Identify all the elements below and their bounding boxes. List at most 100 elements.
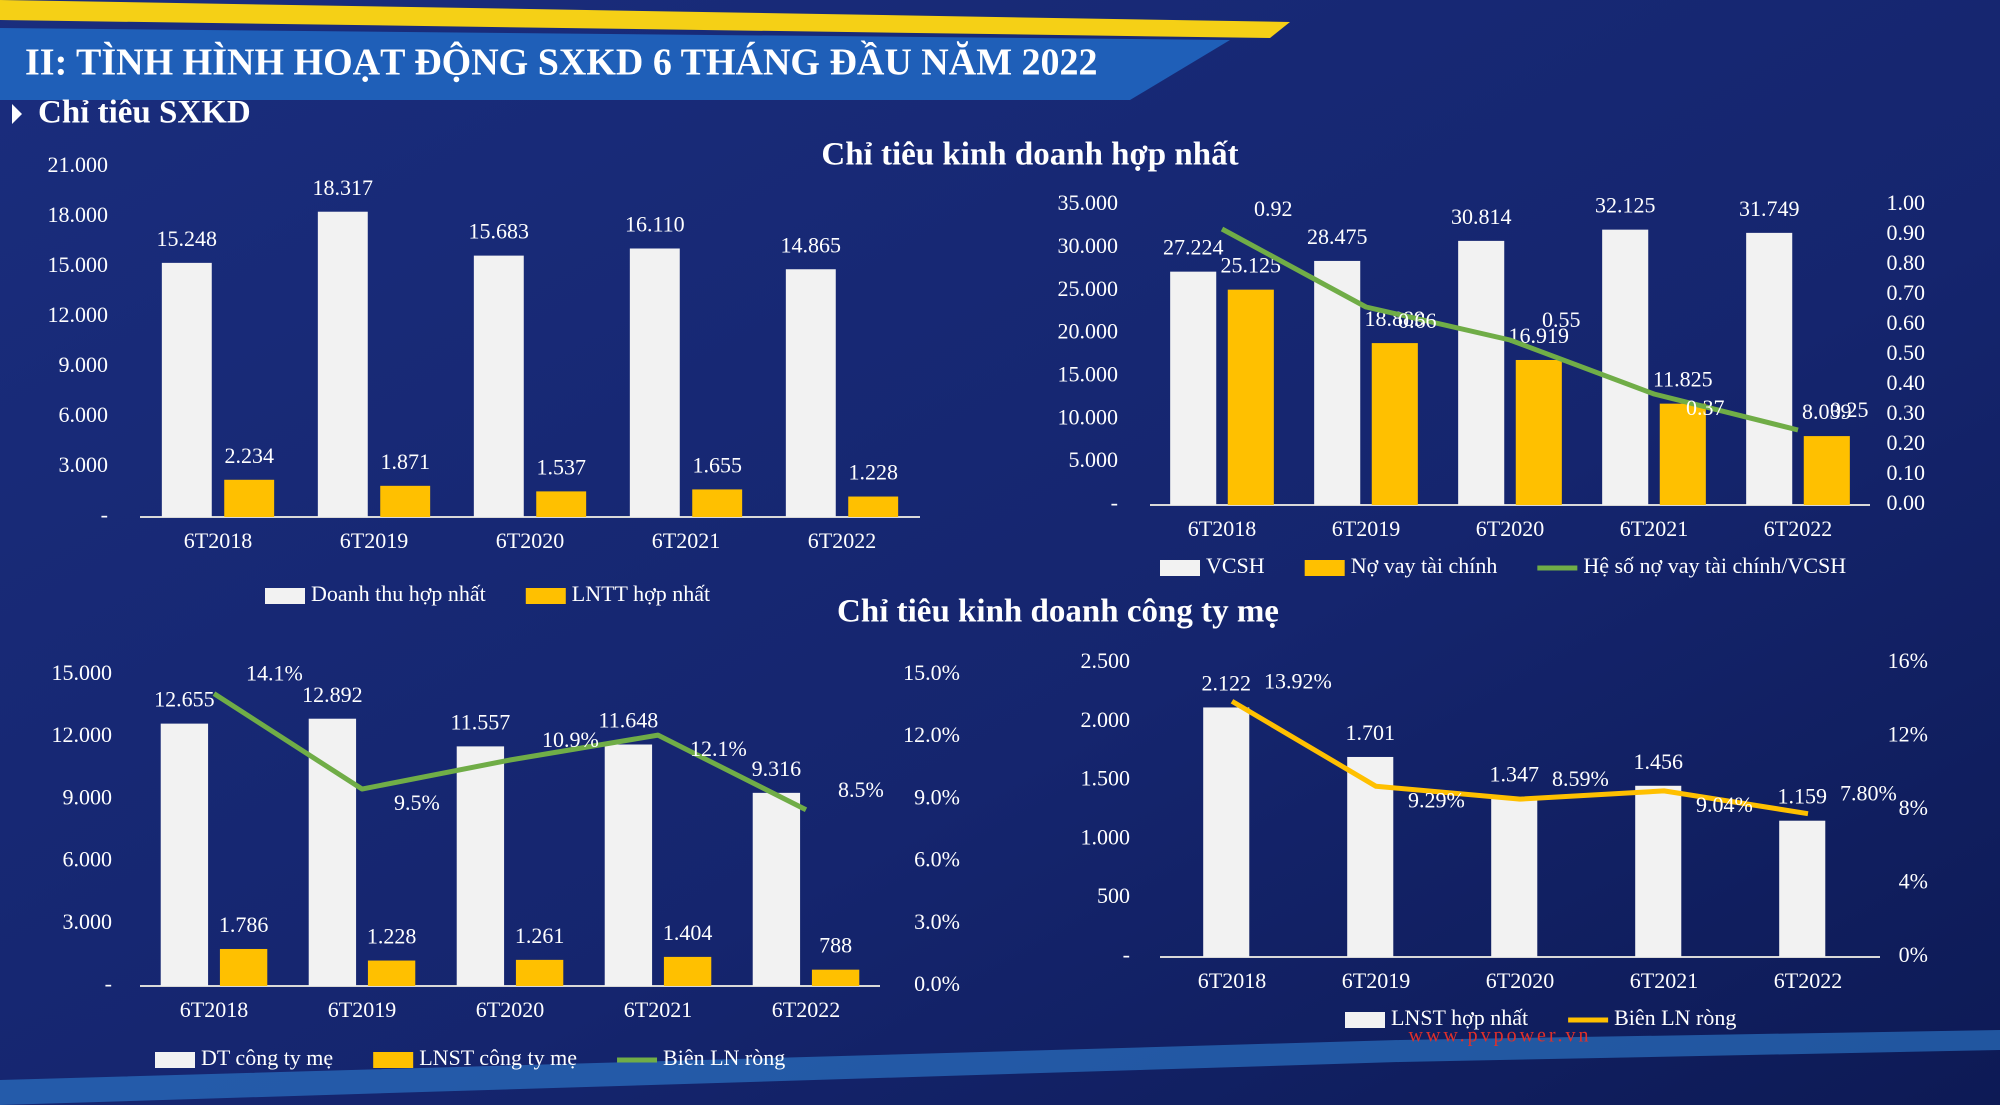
x-tick-label: 6T2018 (1198, 968, 1266, 993)
x-tick-label: 6T2019 (1342, 968, 1410, 993)
legend-label: LNST hợp nhất (1391, 1005, 1528, 1030)
line (212, 691, 808, 812)
bar (1659, 403, 1706, 505)
x-tick-label: 6T2019 (340, 528, 408, 553)
y-tick-label: 1.000 (1081, 824, 1131, 849)
legend-label: Biên LN ròng (663, 1045, 785, 1070)
data-label: 31.749 (1739, 196, 1800, 221)
line-label: 0.55 (1542, 307, 1581, 332)
bar (367, 960, 416, 986)
bar (515, 959, 564, 986)
line-label: 12.1% (690, 736, 747, 761)
y-tick-label: 15.000 (52, 660, 113, 685)
legend-swatch (373, 1052, 414, 1068)
data-label: 1.228 (367, 924, 417, 949)
y-tick-label: 10.000 (1058, 404, 1119, 429)
legend-swatch (1160, 560, 1200, 576)
data-label: 1.228 (848, 460, 898, 485)
data-label: 27.224 (1163, 235, 1224, 260)
y2-tick-label: 12% (1888, 722, 1928, 747)
y2-tick-label: 0% (1899, 942, 1928, 967)
legend-label: Doanh thu hợp nhất (311, 581, 486, 606)
bar (219, 948, 268, 986)
y-tick-label: 500 (1097, 883, 1130, 908)
data-label: 1.261 (515, 923, 565, 948)
x-tick-label: 6T2022 (1764, 516, 1832, 541)
bar (1458, 240, 1505, 505)
y2-tick-label: 0.90 (1887, 220, 1926, 245)
bar (1746, 232, 1793, 505)
y-tick-label: 5.000 (1069, 447, 1119, 472)
data-label: 1.701 (1345, 720, 1395, 745)
y2-tick-label: 0.20 (1887, 430, 1926, 455)
bar (1347, 756, 1394, 957)
bar (1779, 820, 1826, 957)
y2-tick-label: 16% (1888, 648, 1928, 673)
y2-tick-label: 8% (1899, 795, 1928, 820)
bottom-stripe (0, 1030, 2000, 1105)
data-label: 1.159 (1777, 784, 1827, 809)
x-tick-label: 6T2020 (476, 997, 544, 1022)
data-label: 8.039 (1802, 399, 1852, 424)
bar (604, 744, 653, 986)
y2-tick-label: 0.0% (914, 971, 960, 996)
x-tick-label: 6T2020 (1486, 968, 1554, 993)
legend-swatch (155, 1052, 195, 1068)
y-tick-label: 1.500 (1081, 766, 1131, 791)
y-tick-label: - (1123, 942, 1130, 967)
y2-tick-label: 0.10 (1887, 460, 1926, 485)
y2-tick-label: 0.00 (1887, 490, 1926, 515)
data-label: 15.248 (157, 226, 218, 251)
top-stripe (0, 0, 1290, 38)
data-label: 1.537 (536, 454, 586, 479)
data-label: 28.475 (1307, 224, 1368, 249)
legend-label: LNTT hợp nhất (572, 581, 710, 606)
x-tick-label: 6T2021 (1630, 968, 1698, 993)
y2-tick-label: 0.30 (1887, 400, 1926, 425)
data-label: 15.683 (469, 219, 530, 244)
y-tick-label: - (101, 502, 108, 527)
section-label: Chỉ tiêu SXKD (38, 95, 251, 131)
data-label: 788 (819, 933, 852, 958)
y-tick-label: 20.000 (1058, 319, 1119, 344)
slide-title: II: TÌNH HÌNH HOẠT ĐỘNG SXKD 6 THÁNG ĐẦU… (25, 41, 1098, 84)
legend-label: Biên LN ròng (1614, 1005, 1736, 1030)
line-label: 8.59% (1552, 766, 1609, 791)
line-label: 8.5% (838, 777, 884, 802)
x-tick-label: 6T2022 (1774, 968, 1842, 993)
line-label: 0.37 (1686, 395, 1725, 420)
x-tick-label: 6T2021 (652, 528, 720, 553)
line (1220, 226, 1799, 433)
x-tick-label: 6T2018 (1188, 516, 1256, 541)
data-label: 11.557 (451, 709, 511, 734)
y-tick-label: 30.000 (1058, 233, 1119, 258)
bar (536, 491, 587, 517)
x-tick-label: 6T2021 (1620, 516, 1688, 541)
y-tick-label: 6.000 (63, 847, 113, 872)
bar (629, 248, 680, 517)
bar (811, 969, 860, 986)
y-tick-label: 6.000 (59, 402, 109, 427)
y2-tick-label: 1.00 (1887, 190, 1926, 215)
x-tick-label: 6T2022 (808, 528, 876, 553)
bar (1515, 359, 1562, 505)
y-tick-label: 3.000 (59, 452, 109, 477)
y-tick-label: 21.000 (48, 152, 109, 177)
legend-label: VCSH (1206, 553, 1265, 578)
data-label: 11.648 (599, 708, 659, 733)
legend-label: Nợ vay tài chính (1351, 553, 1498, 578)
bar (1227, 289, 1274, 505)
y-tick-label: 2.000 (1081, 707, 1131, 732)
line-label: 14.1% (246, 661, 303, 686)
x-tick-label: 6T2021 (624, 997, 692, 1022)
y-tick-label: 35.000 (1058, 190, 1119, 215)
data-label: 14.865 (781, 232, 842, 257)
x-tick-label: 6T2018 (180, 997, 248, 1022)
bar (663, 956, 712, 986)
y-tick-label: 15.000 (48, 252, 109, 277)
y-tick-label: 18.000 (48, 202, 109, 227)
data-label: 12.892 (302, 682, 363, 707)
bar (1491, 798, 1538, 957)
bar (473, 255, 524, 517)
